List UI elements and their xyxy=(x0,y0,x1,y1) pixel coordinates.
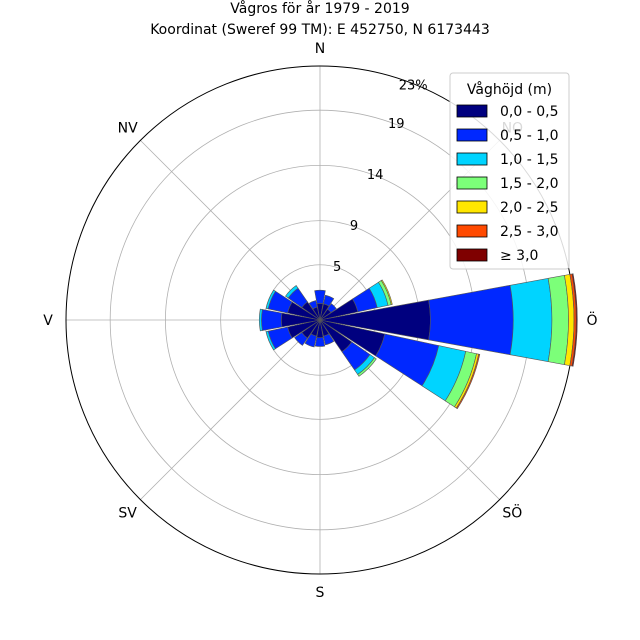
legend-label-6: ≥ 3,0 xyxy=(500,248,538,264)
bar-sector-2-bin-1 xyxy=(327,303,337,313)
bar-sector-12-bin-2 xyxy=(258,308,263,332)
bar-sector-5-bin-5 xyxy=(455,353,481,410)
bar-sector-9-bin-1 xyxy=(304,333,317,348)
grid-spoke-7 xyxy=(140,140,321,321)
bar-sector-11-bin-2 xyxy=(265,330,276,351)
bar-sector-7-bin-1 xyxy=(323,333,335,346)
legend-label-2: 1,0 - 1,5 xyxy=(500,152,558,168)
radial-tick-label-2: 14 xyxy=(367,168,384,183)
grid-spoke-5 xyxy=(140,319,321,500)
bar-sector-3-bin-4 xyxy=(380,279,393,306)
rose-bars xyxy=(258,273,578,410)
legend-swatch-3 xyxy=(456,176,488,190)
legend-title: Våghöjd (m) xyxy=(467,81,552,98)
bar-sector-15-bin-1 xyxy=(308,300,318,310)
radial-max-label: 23% xyxy=(399,78,428,93)
legend: Våghöjd (m) 0,0 - 0,5 0,5 - 1,0 1,0 - 1,5 1,… xyxy=(449,72,570,270)
chart-title-group: Vågros för år 1979 - 2019 Koordinat (Swe… xyxy=(150,0,490,38)
legend-label-4: 2,0 - 2,5 xyxy=(500,200,558,216)
direction-label-4: S xyxy=(316,585,325,601)
direction-label-5: SV xyxy=(118,505,137,521)
direction-label-6: V xyxy=(43,313,53,329)
direction-label-7: NV xyxy=(118,121,138,137)
legend-swatch-2 xyxy=(456,152,488,166)
bar-sector-1-bin-1 xyxy=(323,294,335,307)
radial-tick-label-0: 5 xyxy=(333,260,341,275)
direction-label-3: SÖ xyxy=(502,503,522,521)
legend-label-1: 0,5 - 1,0 xyxy=(500,128,558,144)
bar-sector-4-bin-2 xyxy=(509,277,553,363)
bar-sector-8-bin-1 xyxy=(314,337,326,347)
bar-sector-13-bin-2 xyxy=(265,289,276,310)
radial-tick-label-3: 19 xyxy=(388,117,405,132)
bar-sector-12-bin-1 xyxy=(261,309,283,331)
chart-subtitle: Koordinat (Sweref 99 TM): E 452750, N 61… xyxy=(150,22,490,38)
legend-swatch-1 xyxy=(456,128,488,142)
radial-tick-labels: 5 9 14 19 23% xyxy=(333,78,428,275)
direction-label-2: Ö xyxy=(586,311,597,329)
legend-label-5: 2,5 - 3,0 xyxy=(500,224,558,240)
bar-sector-4-bin-6 xyxy=(571,273,578,367)
chart-title: Vågros för år 1979 - 2019 xyxy=(230,0,409,17)
bar-sector-4-bin-1 xyxy=(428,284,514,356)
legend-swatch-6 xyxy=(456,248,488,262)
legend-box xyxy=(449,72,570,270)
legend-swatch-0 xyxy=(456,104,488,118)
legend-swatch-5 xyxy=(456,224,488,238)
bar-sector-10-bin-1 xyxy=(294,332,308,346)
bar-sector-0-bin-1 xyxy=(314,289,326,305)
bar-sector-14-bin-2 xyxy=(285,285,299,299)
radial-tick-label-1: 9 xyxy=(350,219,358,234)
legend-swatch-4 xyxy=(456,200,488,214)
bar-sector-6-bin-3 xyxy=(357,357,377,377)
direction-label-0: N xyxy=(315,41,325,57)
legend-label-0: 0,0 - 0,5 xyxy=(500,104,558,120)
legend-label-3: 1,5 - 2,0 xyxy=(500,176,558,192)
